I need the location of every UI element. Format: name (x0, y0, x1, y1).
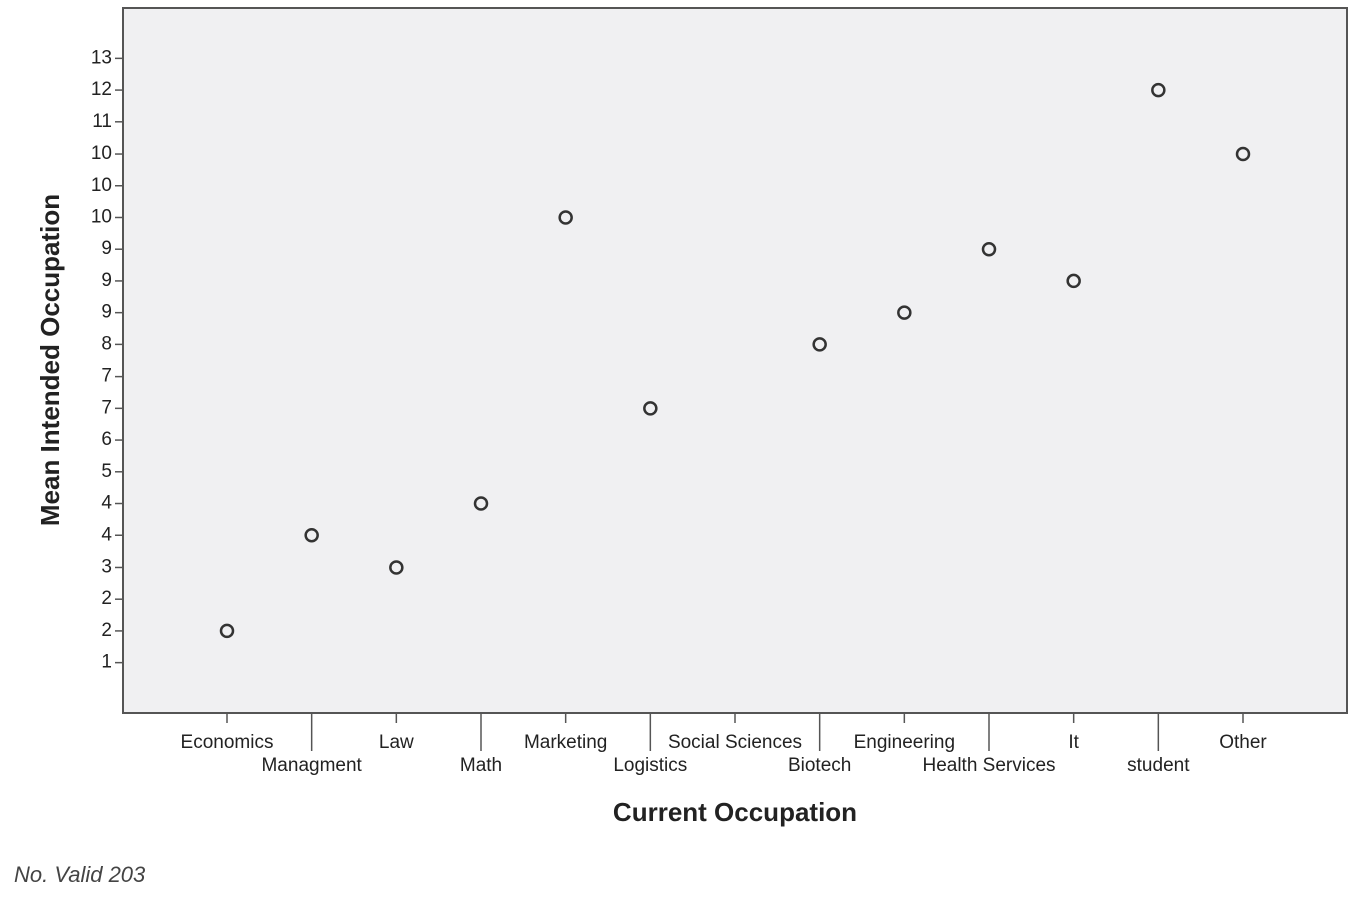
x-tick-label: Engineering (854, 732, 955, 753)
y-tick-label: 13 (91, 47, 112, 68)
point (812, 337, 827, 352)
y-tick-label: 2 (101, 588, 112, 609)
x-tick-label: Social Sciences (668, 732, 802, 753)
y-tick-label: 7 (101, 397, 112, 418)
point (897, 305, 912, 320)
y-tick-label: 6 (101, 429, 112, 450)
y-tick-label: 4 (101, 493, 112, 514)
x-tick-label: Marketing (524, 732, 607, 753)
y-tick-label: 9 (101, 238, 112, 259)
point (981, 241, 997, 257)
point (1151, 82, 1166, 98)
y-tick-label: 9 (101, 302, 112, 323)
plot-area (122, 7, 1348, 714)
x-tick-label: Law (379, 732, 414, 753)
y-tick-label: 2 (101, 620, 112, 641)
point (1066, 273, 1081, 289)
x-tick-label: Biotech (788, 755, 851, 776)
x-tick-label: Logistics (613, 755, 687, 776)
x-tick-label: Economics (181, 732, 274, 753)
x-axis-label: Current Occupation (613, 797, 857, 827)
point (643, 401, 658, 416)
x-tick-label: student (1127, 755, 1190, 776)
y-tick-label: 12 (91, 79, 112, 100)
point (219, 623, 235, 639)
point (558, 210, 573, 225)
y-tick-label: 1 (101, 652, 112, 673)
point (304, 527, 319, 543)
y-tick-label: 10 (91, 143, 112, 164)
y-tick-label: 10 (91, 175, 112, 196)
point (1235, 146, 1251, 162)
x-tick-label: Managment (261, 755, 362, 776)
point (389, 560, 404, 575)
y-tick-label: 11 (92, 111, 112, 132)
y-tick-label: 4 (101, 524, 112, 545)
y-axis-label: Mean Intended Occupation (35, 194, 65, 526)
x-tick-label: Math (460, 755, 502, 776)
y-tick-label: 10 (91, 207, 112, 228)
x-tick-label: Other (1219, 732, 1267, 753)
y-tick-label: 9 (101, 270, 112, 291)
y-tick-label: 5 (101, 461, 112, 482)
point (473, 496, 489, 511)
footnote: No. Valid 203 (14, 862, 146, 887)
x-tick-label: Health Services (922, 755, 1055, 776)
y-tick-label: 3 (101, 556, 112, 577)
y-tick-label: 7 (101, 366, 112, 387)
x-tick-label: It (1068, 732, 1079, 753)
y-tick-label: 8 (101, 333, 112, 354)
